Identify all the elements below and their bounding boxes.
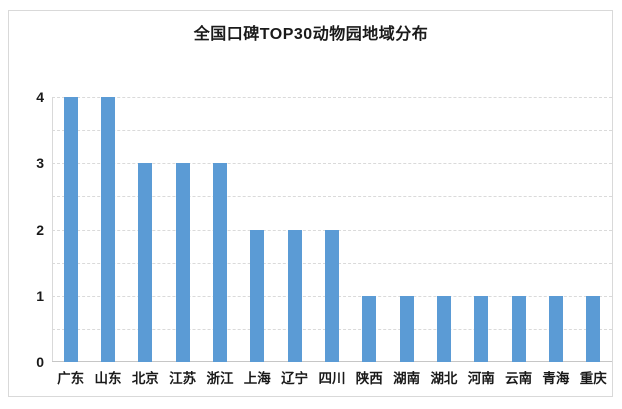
bar-青海 <box>548 295 563 362</box>
bar-江苏 <box>175 163 190 362</box>
x-axis-category-label: 北京 <box>131 371 159 386</box>
bar-slot <box>313 97 350 362</box>
y-axis-tick-label: 1 <box>36 287 44 304</box>
bar-slot <box>89 97 126 362</box>
x-axis-category-label: 江苏 <box>169 371 197 386</box>
bar-slot <box>537 97 574 362</box>
bar-北京 <box>138 163 153 362</box>
y-axis-tick-label: 0 <box>36 354 44 370</box>
bar-slot <box>276 97 313 362</box>
y-axis: 0 1 2 3 4 <box>18 90 44 369</box>
bar-陕西 <box>362 295 377 362</box>
bar-四川 <box>324 229 339 362</box>
x-axis-category-label: 湖南 <box>393 371 421 386</box>
x-axis-category-label: 云南 <box>505 371 533 386</box>
x-axis-category-label: 广东 <box>57 371 85 386</box>
x-axis-category-label: 上海 <box>243 371 271 386</box>
bar-slot <box>127 97 164 362</box>
gridline <box>52 130 612 132</box>
bar-slot <box>351 97 388 362</box>
y-axis-line <box>52 97 53 362</box>
x-axis: 广东 山东 北京 江苏 浙江 上海 辽宁 四川 陕西 湖南 湖北 河南 云南 青海 重庆 <box>52 367 612 387</box>
chart-title: 全国口碑TOP30动物园地域分布 <box>193 26 429 43</box>
gridline <box>52 163 612 165</box>
x-axis-category-label: 重庆 <box>579 371 607 386</box>
bar-山东 <box>100 97 115 362</box>
bar-slot <box>388 97 425 362</box>
bar-slot <box>575 97 612 362</box>
bar-slot <box>52 97 89 362</box>
y-axis-tick-label: 2 <box>36 221 44 238</box>
bar-浙江 <box>212 163 227 362</box>
gridline <box>52 97 612 98</box>
x-axis-category-label: 青海 <box>542 371 570 386</box>
bar-slot <box>463 97 500 362</box>
bar-slot <box>201 97 238 362</box>
bar-上海 <box>250 229 265 362</box>
x-axis-category-label: 河南 <box>467 371 495 386</box>
bar-广东 <box>63 97 78 362</box>
y-axis-tick-label: 4 <box>36 89 44 105</box>
bar-河南 <box>474 295 489 362</box>
bar-湖南 <box>399 295 414 362</box>
y-axis-tick-label: 3 <box>36 155 44 172</box>
bar-重庆 <box>586 295 601 362</box>
x-axis-category-label: 湖北 <box>430 371 458 386</box>
x-axis-category-label: 辽宁 <box>281 371 309 386</box>
x-axis-category-label: 四川 <box>318 371 346 386</box>
bar-slot <box>239 97 276 362</box>
x-axis-category-label: 浙江 <box>206 371 234 386</box>
bar-slot <box>164 97 201 362</box>
bar-云南 <box>511 295 526 362</box>
gridline <box>52 196 612 198</box>
bar-series <box>52 97 612 362</box>
bar-slot <box>425 97 462 362</box>
bar-辽宁 <box>287 229 302 362</box>
bar-slot <box>500 97 537 362</box>
x-axis-category-label: 山东 <box>94 371 122 386</box>
x-axis-category-label: 陕西 <box>355 371 383 386</box>
bar-湖北 <box>436 295 451 362</box>
